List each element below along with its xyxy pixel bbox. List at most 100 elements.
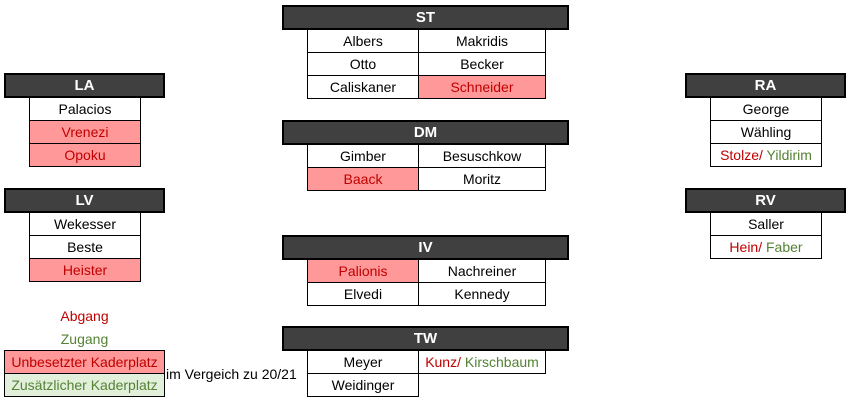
player-table-tw: Meyer Kunz/ Kirschbaum Weidinger bbox=[307, 350, 546, 397]
player-cell: Makridis bbox=[418, 29, 546, 53]
player-name: Caliskaner bbox=[329, 79, 397, 95]
player-cell: Moritz bbox=[418, 167, 546, 191]
position-header-ra: RA bbox=[685, 73, 846, 98]
player-name: Gimber bbox=[340, 148, 386, 164]
player-name: Nachreiner bbox=[447, 263, 517, 279]
player-name: Makridis bbox=[455, 33, 509, 49]
player-name: Elvedi bbox=[343, 286, 383, 302]
legend-extra-slot: Zusätzlicher Kaderplatz bbox=[4, 373, 165, 397]
table-row: Vrenezi bbox=[29, 120, 141, 144]
position-header-la: LA bbox=[4, 73, 165, 98]
legend-empty-slot: Unbesetzter Kaderplatz bbox=[4, 350, 165, 374]
player-cell: Gimber bbox=[307, 144, 419, 168]
player-name: Saller bbox=[748, 216, 784, 232]
player-name: Otto bbox=[349, 56, 377, 72]
player-name: Baack bbox=[343, 171, 383, 187]
table-row: Wähling bbox=[710, 120, 822, 144]
position-header-lv: LV bbox=[4, 188, 165, 213]
player-name: Besuschkow bbox=[442, 148, 522, 164]
player-name: Weidinger bbox=[331, 377, 395, 393]
player-name: Wähling bbox=[740, 124, 792, 140]
player-cell: Wekesser bbox=[29, 212, 141, 236]
player-table-la: Palacios Vrenezi Opoku bbox=[29, 97, 141, 167]
player-cell: Albers bbox=[307, 29, 419, 53]
player-table-iv: Palionis Nachreiner Elvedi Kennedy bbox=[307, 259, 546, 306]
player-table-st: Albers Makridis Otto Becker Caliskaner Schnei… bbox=[307, 29, 546, 99]
player-name: Wekesser bbox=[54, 216, 116, 232]
table-row: Palacios bbox=[29, 97, 141, 121]
legend-note: im Vergeich zu 20/21 bbox=[166, 366, 297, 382]
table-row: Caliskaner Schneider bbox=[307, 75, 546, 99]
player-cell: Vrenezi bbox=[29, 120, 141, 144]
position-header-rv: RV bbox=[685, 188, 846, 213]
player-name: Schneider bbox=[450, 79, 514, 95]
player-cell: George bbox=[710, 97, 822, 121]
player-cell: Opoku bbox=[29, 143, 141, 167]
player-cell: Elvedi bbox=[307, 282, 419, 306]
player-cell: Palionis bbox=[307, 259, 419, 283]
table-row: Elvedi Kennedy bbox=[307, 282, 546, 306]
table-row: Baack Moritz bbox=[307, 167, 546, 191]
player-name: Stolze/ bbox=[720, 147, 763, 163]
table-row: Opoku bbox=[29, 143, 141, 167]
player-cell: Heister bbox=[29, 258, 141, 282]
player-name: Becker bbox=[460, 56, 504, 72]
player-name: Palacios bbox=[58, 101, 112, 117]
table-row: Gimber Besuschkow bbox=[307, 144, 546, 168]
table-row: Albers Makridis bbox=[307, 29, 546, 53]
player-name: Faber bbox=[762, 239, 803, 255]
empty-cell bbox=[419, 374, 546, 397]
position-header-iv: IV bbox=[282, 235, 569, 260]
position-header-tw: TW bbox=[282, 326, 569, 351]
player-cell: Besuschkow bbox=[418, 144, 546, 168]
player-table-dm: Gimber Besuschkow Baack Moritz bbox=[307, 144, 546, 191]
table-row: Otto Becker bbox=[307, 52, 546, 76]
player-name: Vrenezi bbox=[61, 124, 109, 140]
player-cell: Stolze/ Yildirim bbox=[710, 143, 822, 167]
player-name: Meyer bbox=[343, 354, 383, 370]
player-name: George bbox=[742, 101, 790, 117]
player-name: Heister bbox=[62, 262, 108, 278]
table-row: Hein/ Faber bbox=[710, 235, 822, 259]
player-name: Kennedy bbox=[454, 286, 510, 302]
table-row: Saller bbox=[710, 212, 822, 236]
player-table-ra: George Wähling Stolze/ Yildirim bbox=[710, 97, 822, 167]
player-name: Kirschbaum bbox=[461, 354, 539, 370]
table-row: Beste bbox=[29, 235, 141, 259]
player-name: Moritz bbox=[462, 171, 502, 187]
player-name: Beste bbox=[67, 239, 103, 255]
player-cell: Weidinger bbox=[307, 373, 419, 397]
player-cell: Schneider bbox=[418, 75, 546, 99]
position-header-dm: DM bbox=[282, 120, 569, 145]
player-cell: Beste bbox=[29, 235, 141, 259]
player-cell: Saller bbox=[710, 212, 822, 236]
player-table-lv: Wekesser Beste Heister bbox=[29, 212, 141, 282]
player-name: Palionis bbox=[338, 263, 388, 279]
table-row: Stolze/ Yildirim bbox=[710, 143, 822, 167]
table-row: Wekesser bbox=[29, 212, 141, 236]
player-name: Albers bbox=[343, 33, 383, 49]
player-name: Yildirim bbox=[762, 147, 812, 163]
legend-abgang: Abgang bbox=[60, 308, 109, 324]
player-cell: Caliskaner bbox=[307, 75, 419, 99]
player-cell: Nachreiner bbox=[418, 259, 546, 283]
player-name: Opoku bbox=[64, 147, 106, 163]
player-cell: Kunz/ Kirschbaum bbox=[418, 350, 546, 374]
player-cell: Kennedy bbox=[418, 282, 546, 306]
player-table-rv: Saller Hein/ Faber bbox=[710, 212, 822, 259]
legend-zugang: Zugang bbox=[60, 331, 109, 347]
player-cell: Meyer bbox=[307, 350, 419, 374]
table-row: George bbox=[710, 97, 822, 121]
table-row: Heister bbox=[29, 258, 141, 282]
table-row: Weidinger bbox=[307, 373, 546, 397]
player-cell: Otto bbox=[307, 52, 419, 76]
player-name: Kunz/ bbox=[425, 354, 461, 370]
player-cell: Baack bbox=[307, 167, 419, 191]
player-name: Hein/ bbox=[729, 239, 763, 255]
player-cell: Palacios bbox=[29, 97, 141, 121]
table-row: Palionis Nachreiner bbox=[307, 259, 546, 283]
player-cell: Becker bbox=[418, 52, 546, 76]
player-cell: Hein/ Faber bbox=[710, 235, 822, 259]
position-header-st: ST bbox=[282, 5, 569, 30]
table-row: Meyer Kunz/ Kirschbaum bbox=[307, 350, 546, 374]
